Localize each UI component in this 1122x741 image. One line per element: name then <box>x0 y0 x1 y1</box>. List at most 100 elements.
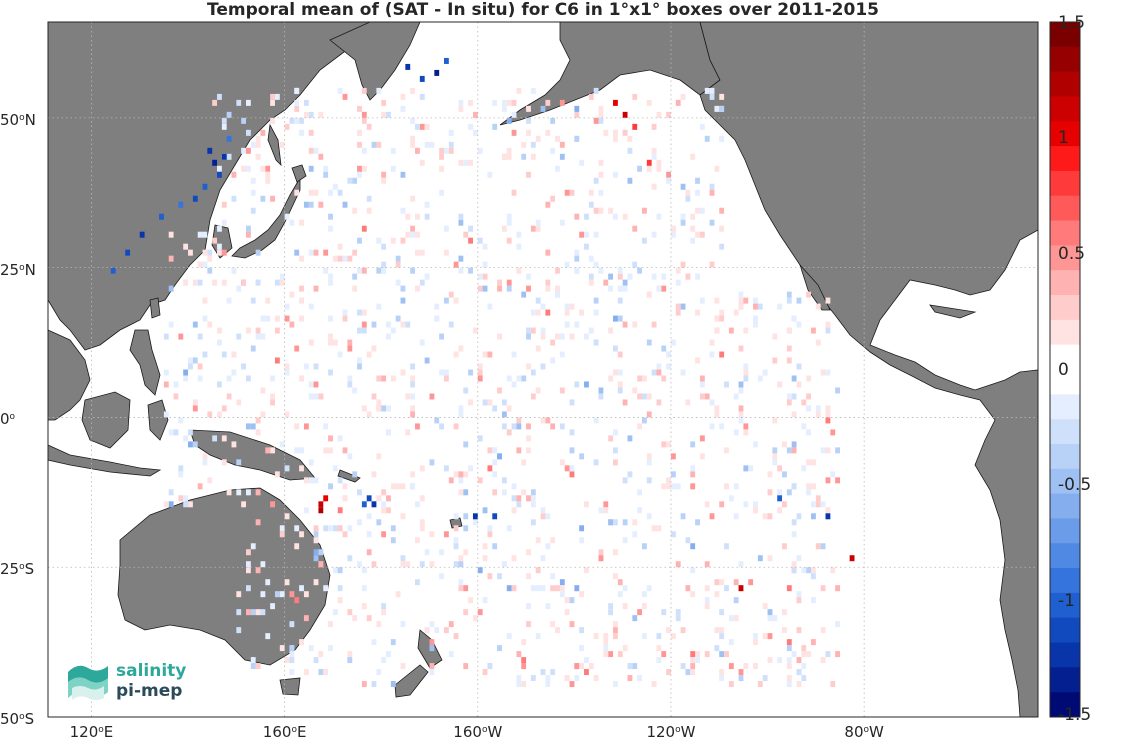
data-cell <box>347 339 353 346</box>
data-cell <box>501 477 507 484</box>
data-cell <box>178 333 184 340</box>
data-cell <box>212 435 218 442</box>
data-cell <box>767 615 773 622</box>
data-cell <box>386 321 391 328</box>
data-cell <box>820 447 826 454</box>
data-cell <box>786 399 792 406</box>
data-cell <box>178 495 184 502</box>
data-cell <box>646 477 652 484</box>
data-cell <box>246 99 251 106</box>
data-cell <box>241 501 246 508</box>
data-cell <box>613 315 618 322</box>
colorbar-segment <box>1050 319 1080 346</box>
data-cell <box>719 627 725 634</box>
data-cell <box>815 543 821 550</box>
data-cell <box>811 501 816 508</box>
data-cell <box>342 93 348 100</box>
data-cell <box>540 333 546 340</box>
data-cell <box>806 489 812 496</box>
data-cell <box>429 663 435 670</box>
data-cell <box>294 543 300 550</box>
data-cell <box>371 141 377 148</box>
data-cell <box>801 675 807 682</box>
data-cell <box>806 429 812 436</box>
data-cell <box>699 453 705 460</box>
data-cell <box>646 339 652 346</box>
data-cell <box>487 303 493 310</box>
data-cell <box>448 141 454 148</box>
data-cell <box>545 201 551 208</box>
data-cell <box>680 627 686 634</box>
data-cell <box>666 177 671 184</box>
data-cell <box>521 489 527 496</box>
data-cell <box>617 579 623 586</box>
data-cell <box>270 393 275 400</box>
data-cell <box>724 483 729 490</box>
data-cell <box>429 639 435 646</box>
data-cell <box>395 483 401 490</box>
data-cell <box>410 483 416 490</box>
data-cell <box>545 417 551 424</box>
data-cell <box>598 117 604 124</box>
data-cell <box>308 381 314 388</box>
data-cell <box>183 435 189 442</box>
data-cell <box>260 333 266 340</box>
data-cell <box>521 291 527 298</box>
colorbar-segment <box>1050 419 1080 445</box>
data-cell <box>786 291 792 298</box>
data-cell <box>299 129 304 136</box>
data-cell <box>439 573 444 580</box>
data-cell <box>753 663 758 670</box>
data-cell <box>588 201 594 208</box>
data-cell <box>294 99 300 106</box>
data-cell <box>661 273 667 280</box>
data-cell <box>448 651 454 658</box>
data-cell <box>236 489 242 496</box>
data-cell <box>207 255 213 262</box>
data-cell <box>178 417 184 424</box>
data-cell <box>284 123 290 130</box>
data-cell <box>255 519 261 526</box>
data-cell <box>820 501 826 508</box>
data-cell <box>381 531 387 538</box>
data-cell <box>613 171 618 178</box>
data-cell <box>627 135 633 142</box>
data-cell <box>381 171 387 178</box>
data-cell <box>622 213 628 220</box>
data-cell <box>492 543 498 550</box>
data-cell <box>598 507 604 514</box>
data-cell <box>299 531 304 538</box>
land-philippines <box>129 329 161 396</box>
data-cell <box>492 123 498 130</box>
data-cell <box>236 99 242 106</box>
data-cell <box>593 207 599 214</box>
data-cell <box>444 249 449 256</box>
data-cell <box>202 297 208 304</box>
data-cell <box>424 273 430 280</box>
data-cell <box>574 321 580 328</box>
data-cell <box>444 375 449 382</box>
data-cell <box>260 315 266 322</box>
lat-tick-label: 0o <box>0 410 16 429</box>
data-cell <box>202 231 208 238</box>
data-cell <box>574 675 580 682</box>
data-cell <box>555 627 560 634</box>
data-cell <box>419 495 425 502</box>
data-cell <box>241 117 246 124</box>
data-cell <box>246 423 251 430</box>
data-cell <box>458 213 464 220</box>
data-cell <box>680 219 686 226</box>
data-cell <box>458 219 464 226</box>
data-cell <box>255 249 261 256</box>
data-cell <box>376 621 382 628</box>
data-cell <box>400 93 406 100</box>
data-cell <box>221 201 227 208</box>
data-cell <box>357 237 362 244</box>
data-cell-strong <box>738 585 744 592</box>
data-cell <box>381 609 387 616</box>
data-cell <box>608 651 614 658</box>
data-cell <box>250 177 256 184</box>
data-cell <box>796 669 802 676</box>
data-cell <box>685 585 691 592</box>
data-cell <box>260 411 266 418</box>
